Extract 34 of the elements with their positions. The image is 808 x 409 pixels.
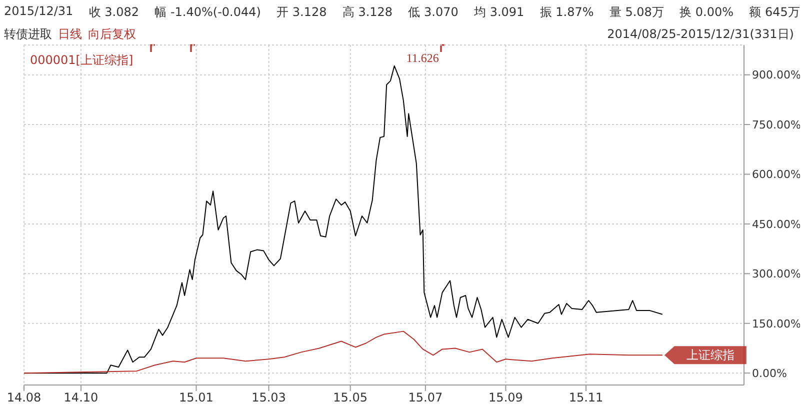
x-tick-label: 15.05: [333, 390, 368, 405]
x-tick-label: 15.03: [252, 390, 286, 405]
text: 幅 -1.40%(-0.044): [154, 4, 261, 21]
y-tick-label: 600.00%: [752, 168, 801, 182]
y-tick-label: 0.00%: [752, 366, 787, 380]
y-tick-label: 450.00%: [752, 218, 801, 231]
text: 向后复权: [88, 26, 136, 43]
text: 均 3.091: [474, 4, 524, 21]
y-tick-label: 300.00%: [752, 268, 801, 281]
text: 振 1.87%: [540, 4, 594, 21]
text: 2014/08/25-2015/12/31(331日): [607, 26, 794, 43]
text: 量 5.08万: [609, 4, 664, 21]
text: 换 0.00%: [680, 4, 734, 21]
text: 日线: [58, 26, 82, 43]
x-tick-label: 15.01: [179, 390, 214, 405]
y-tick-label: 750.00%: [752, 118, 801, 132]
line-series: [24, 330, 663, 374]
text: 开 3.128: [276, 4, 327, 21]
x-tick-label: 15.11: [568, 390, 604, 405]
text: 低 3.070: [408, 4, 458, 21]
text: 转债进取: [4, 26, 52, 43]
x-tick-label: 15.07: [408, 390, 443, 405]
y-tick-label: 150.00%: [752, 317, 801, 330]
x-tick-label: 14.10: [64, 390, 98, 405]
series-label: 上证综指: [686, 348, 734, 362]
text: 收 3.082: [88, 4, 139, 21]
text: 额 645万: [749, 4, 800, 21]
y-tick-label: 900.00%: [752, 68, 801, 82]
x-tick-label: 15.09: [488, 390, 523, 405]
text: 高 3.128: [342, 4, 393, 21]
text: 2015/12/31: [4, 4, 74, 20]
annotation: 000001[上证综指]: [30, 52, 134, 69]
annotation: 11.626: [406, 51, 439, 66]
x-tick-label: 14.08: [6, 390, 42, 405]
